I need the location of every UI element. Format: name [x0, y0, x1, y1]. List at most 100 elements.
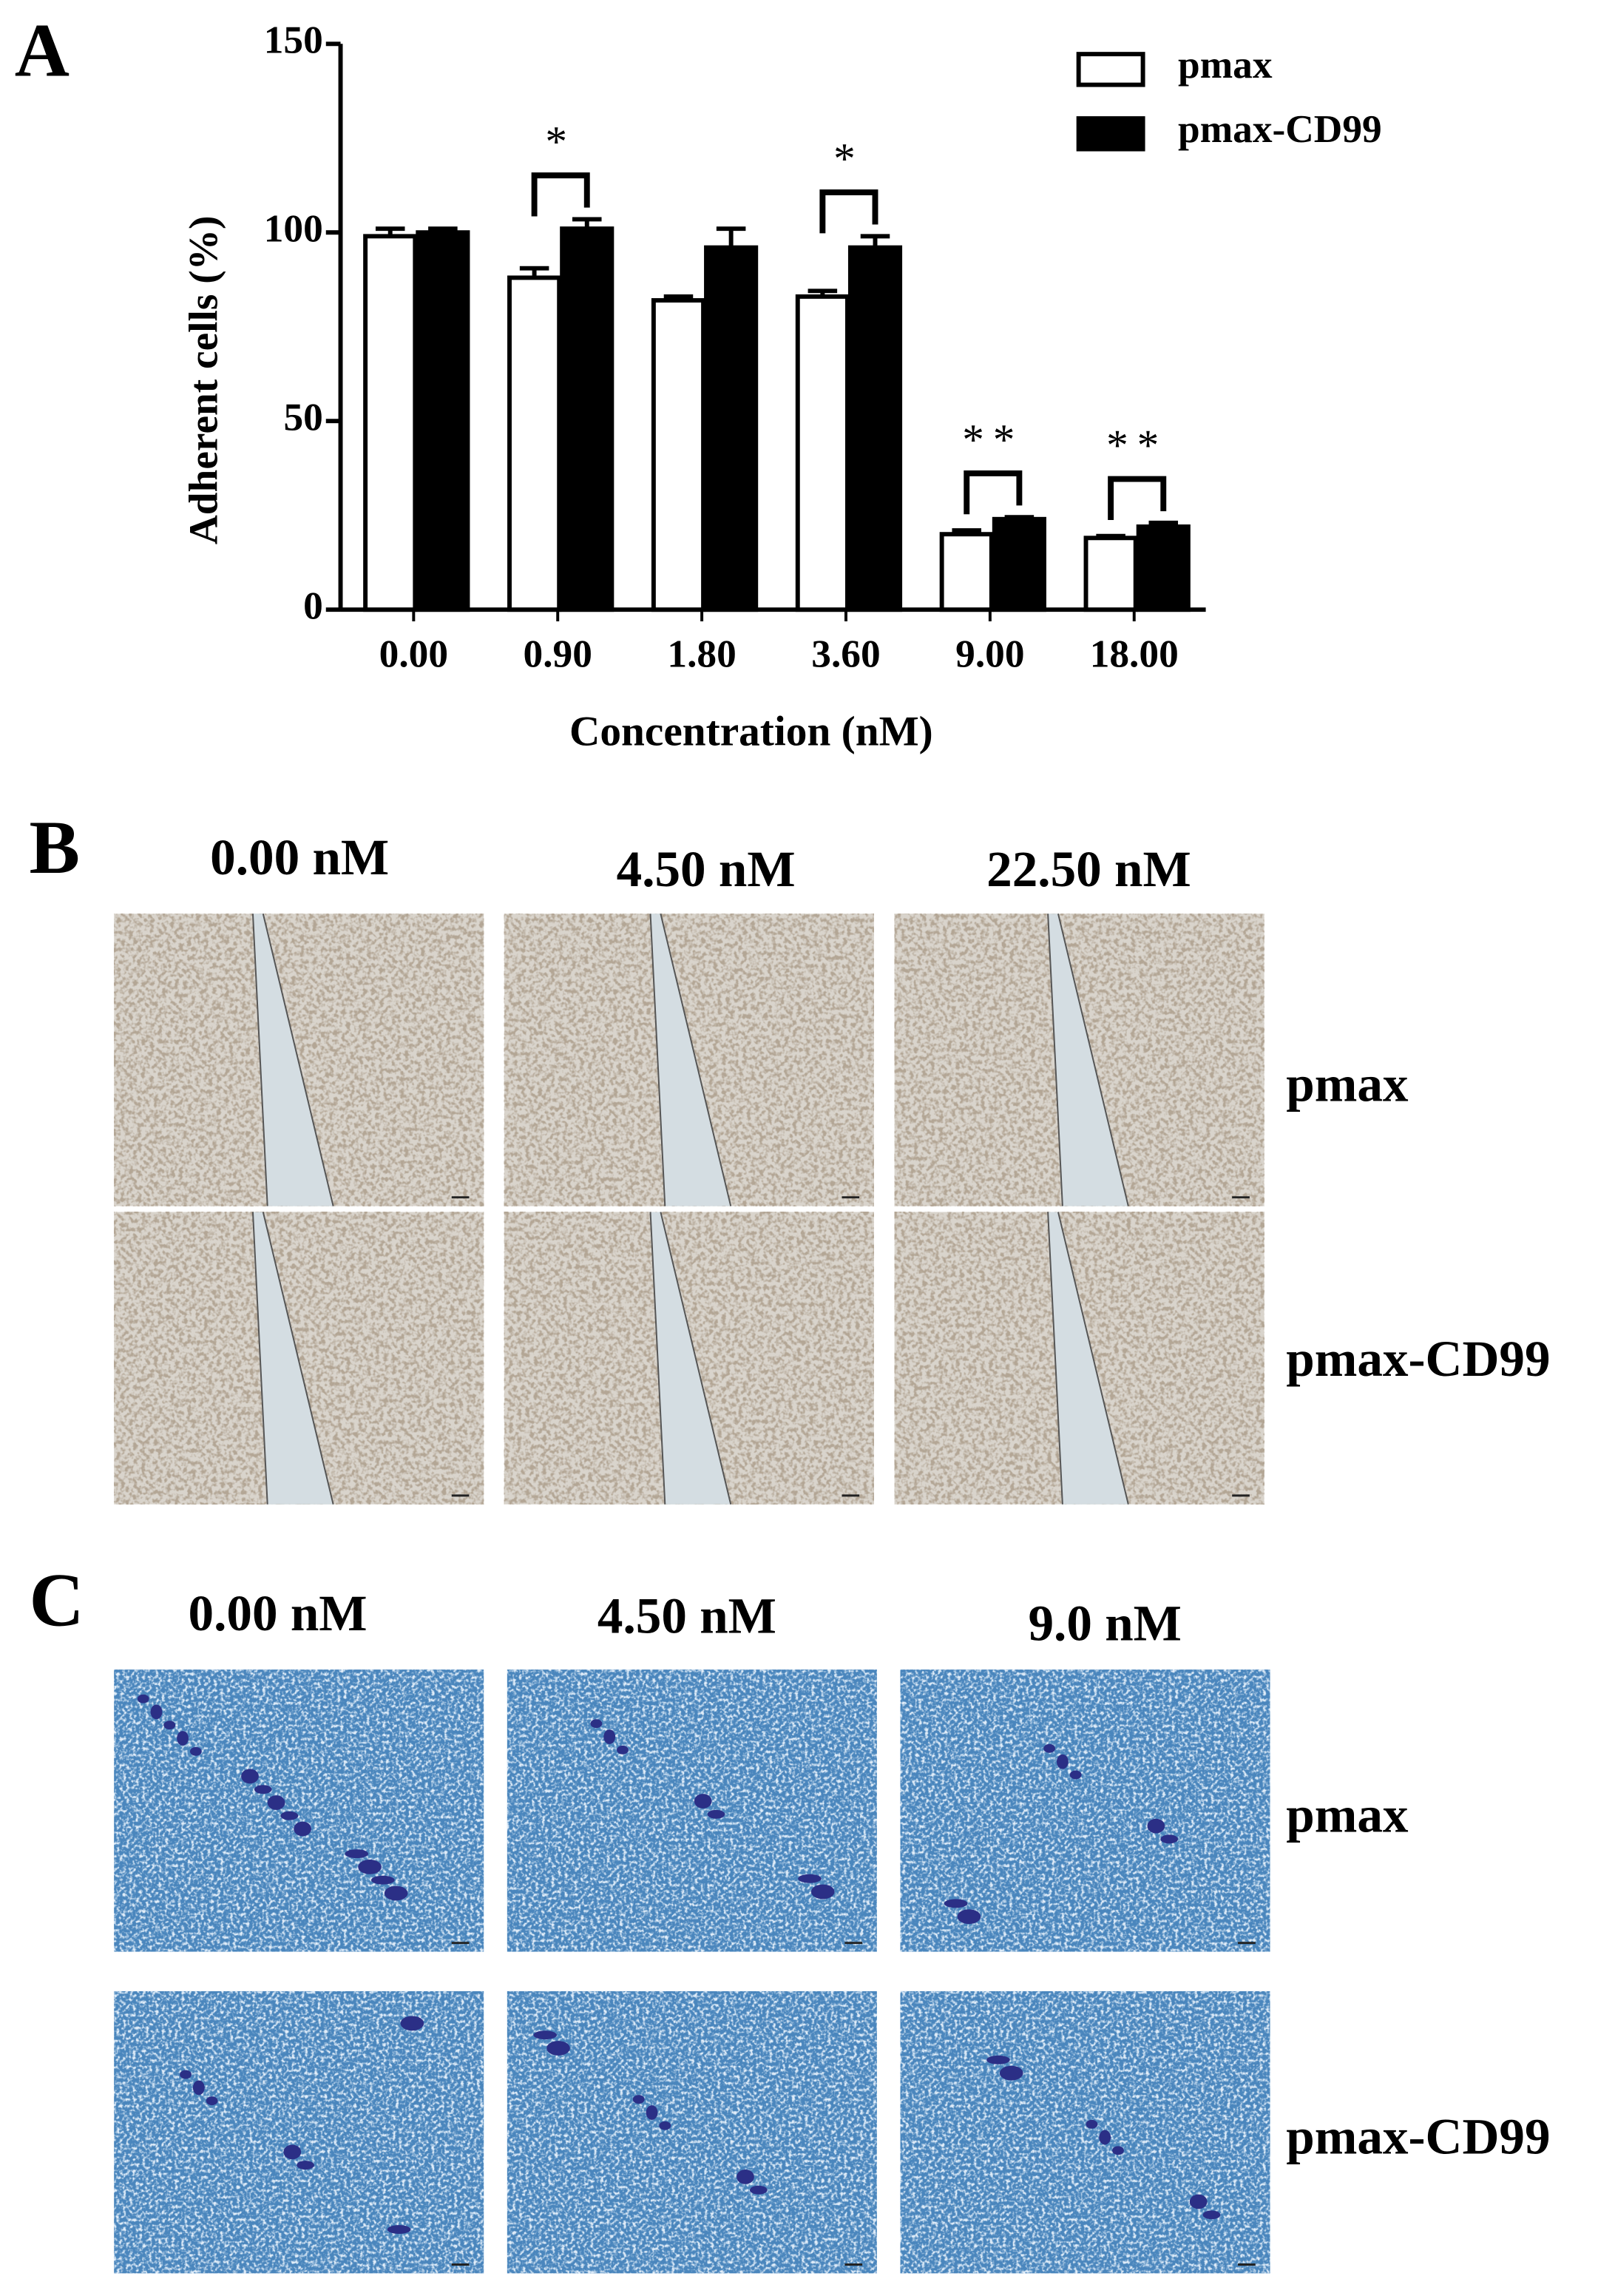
x-tick-label: 3.60 [811, 632, 880, 676]
bar [847, 245, 903, 612]
stained-cell [603, 1729, 616, 1744]
stained-cell [1056, 1754, 1069, 1769]
stained-cell [137, 1694, 149, 1704]
stained-cell [1160, 1834, 1179, 1844]
column-header: 4.50 nM [617, 840, 796, 897]
stained-cell [617, 1745, 629, 1755]
panel-label: B [30, 806, 81, 890]
wound-edge [1057, 914, 1129, 1206]
column-header: 4.50 nM [597, 1587, 776, 1644]
stained-cell [267, 1795, 285, 1810]
stained-cell [659, 2121, 671, 2130]
stained-cell [283, 2144, 302, 2160]
panel-label: A [15, 9, 70, 93]
stained-cell [371, 1875, 395, 1885]
legend-swatch [1076, 52, 1145, 87]
stained-cell [163, 1721, 176, 1730]
bar [651, 298, 706, 612]
bar [507, 275, 562, 612]
wound-gap [1048, 1212, 1128, 1505]
stained-cell [294, 1821, 311, 1837]
row-label: pmax-CD99 [1286, 2107, 1550, 2164]
stained-cell [387, 2225, 411, 2235]
y-tick-label: 0 [303, 583, 323, 627]
stained-cell [180, 2070, 192, 2079]
stained-cell [957, 1909, 981, 1924]
cell-texture [507, 1669, 877, 1952]
wound-edge [262, 914, 334, 1206]
x-tick-label: 0.00 [379, 632, 448, 676]
stained-cell [632, 2095, 645, 2104]
stained-cell [150, 1704, 163, 1720]
stained-cell [358, 1860, 382, 1874]
y-axis-title: Adherent cells (%) [180, 216, 226, 545]
bar [1136, 524, 1191, 612]
column-header: 22.50 nM [986, 840, 1191, 897]
stained-cell [944, 1899, 968, 1908]
micrographs [114, 914, 1270, 2274]
column-header: 0.00 nM [189, 1584, 368, 1641]
row-label: pmax [1286, 1786, 1409, 1843]
stained-cell [646, 2105, 658, 2120]
stained-cell [1069, 1770, 1082, 1780]
stained-cell [1043, 1743, 1056, 1753]
stained-cell [1202, 2210, 1221, 2220]
y-tick-label: 50 [283, 394, 322, 439]
stained-cell [241, 1769, 259, 1784]
wound-gap [252, 914, 334, 1206]
significance-bracket [531, 172, 590, 217]
row-label: pmax [1286, 1055, 1409, 1112]
stained-cell [533, 2030, 558, 2040]
legend-label: pmax-CD99 [1178, 107, 1382, 151]
column-header: 9.0 nM [1028, 1595, 1181, 1652]
bar [363, 234, 418, 612]
stained-cell [189, 1746, 202, 1756]
significance-label: * [833, 134, 864, 183]
stained-cell [749, 2185, 768, 2195]
x-tick-label: 9.00 [955, 632, 1024, 676]
cell-texture [114, 1669, 484, 1952]
wound-gap [1048, 914, 1128, 1206]
significance-label: * [545, 117, 576, 166]
stained-cell [1189, 2194, 1208, 2209]
y-tick-label: 100 [264, 206, 323, 251]
stained-cell [384, 1885, 408, 1901]
x-tick-label: 1.80 [667, 632, 736, 676]
stained-cell [400, 2016, 424, 2031]
cell-texture [114, 1991, 484, 2274]
stained-cell [1086, 2119, 1098, 2129]
stained-cell [999, 2065, 1023, 2081]
bar [795, 294, 850, 612]
legend-label: pmax [1178, 42, 1273, 87]
bar [704, 245, 759, 612]
stained-cell [1099, 2130, 1111, 2145]
column-header: 0.00 nM [210, 828, 389, 885]
stained-cell [1147, 1818, 1165, 1834]
stained-cell [254, 1785, 272, 1794]
significance-bracket [819, 189, 878, 234]
wound-edge [251, 914, 268, 1206]
stained-cell [986, 2055, 1010, 2064]
wound-edge [251, 1212, 268, 1505]
stained-cell [546, 2041, 570, 2056]
wound-edge [1047, 914, 1063, 1206]
bar [560, 226, 614, 612]
wound-edge [649, 1212, 666, 1505]
stained-cell [192, 2080, 205, 2096]
x-tick-label: 18.00 [1090, 632, 1179, 676]
wound-gap [252, 1212, 334, 1505]
significance-bracket [964, 470, 1023, 515]
wound-gap [650, 914, 731, 1206]
stained-cell [297, 2161, 314, 2170]
x-tick-label: 0.90 [524, 632, 592, 676]
bar [1083, 536, 1138, 612]
panel-label: C [30, 1559, 84, 1643]
significance-label: ** [962, 415, 1023, 464]
stained-cell [707, 1809, 725, 1819]
cell-texture [507, 1991, 877, 2274]
wound-edge [660, 1212, 732, 1505]
bar [416, 230, 470, 612]
stained-cell [280, 1811, 299, 1820]
